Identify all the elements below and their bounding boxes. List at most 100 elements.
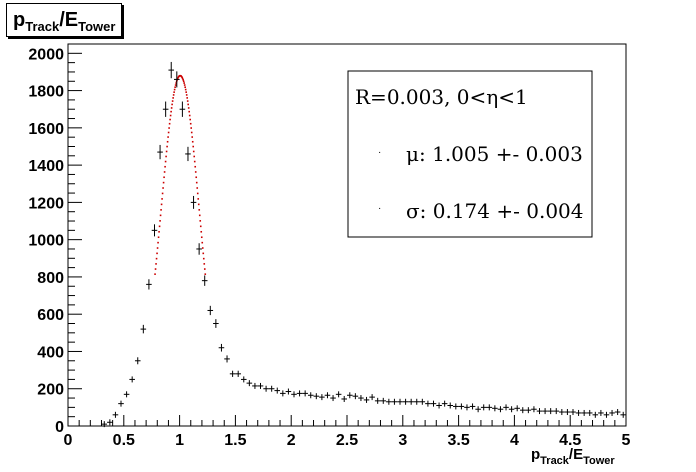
- data-point: [547, 408, 554, 415]
- data-point: [285, 388, 292, 395]
- data-point: [218, 343, 225, 352]
- data-point: [453, 403, 459, 410]
- fit-point: [203, 263, 206, 265]
- fit-point: [167, 131, 170, 134]
- data-point: [307, 392, 314, 399]
- data-point: [425, 400, 431, 407]
- data-point: [268, 385, 275, 392]
- chart-title: pTrack/ETower: [6, 3, 123, 37]
- data-point: [531, 406, 537, 413]
- x-axis-label-main: p: [531, 446, 540, 463]
- data-point: [196, 243, 202, 255]
- chart-title-main: p: [13, 9, 26, 31]
- data-point: [620, 411, 626, 418]
- fit-point: [204, 273, 207, 275]
- fit-point: [161, 198, 163, 200]
- fit-point: [194, 171, 197, 173]
- data-point: [609, 409, 615, 416]
- data-point: [140, 324, 147, 334]
- fit-point: [195, 181, 198, 184]
- x-tick-label: 2: [287, 432, 296, 449]
- data-point: [174, 71, 180, 88]
- data-point: [319, 394, 325, 401]
- x-tick-label: 2.5: [336, 432, 358, 449]
- fit-point: [167, 136, 169, 138]
- fit-point: [185, 94, 188, 96]
- fit-point: [161, 192, 164, 195]
- fit-point: [199, 225, 202, 228]
- fit-point: [181, 76, 183, 79]
- fit-point: [186, 100, 189, 102]
- x-axis-label-sub2: Tower: [583, 455, 615, 467]
- data-point: [486, 404, 493, 411]
- data-point: [296, 390, 303, 397]
- fit-point: [192, 145, 195, 148]
- data-points: [101, 61, 626, 428]
- fit-point: [174, 84, 177, 86]
- x-tick-label: 3: [398, 432, 407, 449]
- data-point: [447, 402, 454, 409]
- fit-point: [202, 257, 205, 260]
- data-point: [252, 382, 258, 389]
- fit-point: [177, 76, 179, 79]
- data-point: [324, 392, 331, 399]
- fit-point: [155, 257, 158, 260]
- fit-point: [157, 241, 159, 244]
- fit-point: [170, 107, 173, 109]
- y-tick-label: 800: [37, 270, 64, 287]
- fit-point: [190, 131, 193, 134]
- fit-point: [186, 97, 188, 99]
- fit-point: [181, 77, 184, 80]
- data-point: [118, 400, 124, 407]
- fit-point: [169, 114, 172, 117]
- fit-point: [183, 82, 185, 84]
- fit-point: [198, 209, 201, 211]
- data-point: [313, 393, 320, 400]
- fit-point: [193, 160, 196, 163]
- fit-point: [160, 203, 163, 206]
- data-point: [492, 405, 498, 412]
- fit-point: [170, 110, 172, 113]
- fit-point: [203, 268, 206, 270]
- data-point: [213, 319, 219, 328]
- data-point: [408, 398, 414, 405]
- data-point: [341, 395, 347, 402]
- data-point: [581, 409, 587, 416]
- fit-point: [164, 165, 166, 168]
- fit-point: [187, 103, 189, 106]
- data-point: [464, 404, 470, 411]
- fit-point: [191, 136, 194, 138]
- legend-frame: [347, 70, 593, 238]
- fit-point: [173, 88, 176, 91]
- fit-point: [163, 176, 165, 179]
- data-point: [386, 398, 392, 405]
- fit-point: [187, 107, 190, 109]
- fit-point: [197, 198, 200, 200]
- data-point: [229, 370, 236, 377]
- data-point: [235, 370, 241, 377]
- data-point: [559, 409, 565, 416]
- fit-point: [155, 263, 157, 265]
- fit-point: [189, 118, 192, 121]
- data-point: [134, 357, 141, 365]
- fit-point: [154, 273, 156, 275]
- y-tick-label: 2000: [28, 46, 64, 63]
- fit-point: [162, 187, 164, 189]
- data-point: [586, 409, 593, 416]
- data-point: [564, 409, 571, 416]
- y-tick-label: 1600: [28, 121, 64, 138]
- data-point: [508, 406, 515, 413]
- fit-point: [190, 127, 193, 129]
- fit-point: [165, 150, 168, 153]
- fit-point: [191, 140, 194, 143]
- data-point: [458, 403, 465, 410]
- fit-point: [159, 214, 162, 217]
- fit-point: [180, 75, 183, 78]
- data-point: [553, 408, 560, 415]
- y-tick-label: 1800: [28, 84, 64, 101]
- data-point: [246, 380, 253, 387]
- data-point: [190, 195, 197, 209]
- fit-point: [195, 176, 198, 179]
- fit-point: [158, 230, 160, 233]
- data-point: [503, 404, 509, 411]
